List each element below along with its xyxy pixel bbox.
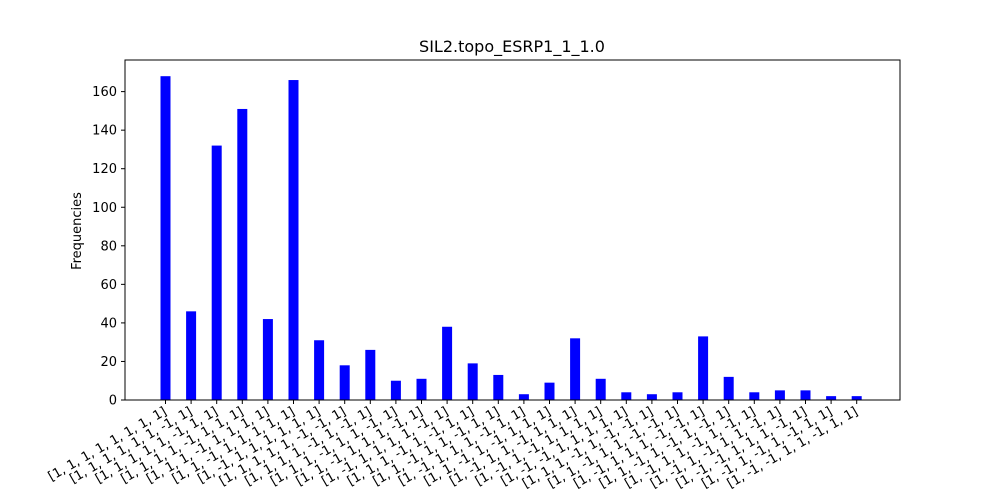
bar	[698, 336, 709, 400]
plot-frame	[124, 59, 901, 401]
bar	[390, 380, 401, 400]
y-tick-label: 80	[100, 239, 117, 254]
bar	[186, 311, 197, 400]
y-tick-label: 0	[109, 394, 117, 409]
bar	[211, 145, 222, 400]
bar	[774, 390, 785, 400]
bar	[288, 80, 299, 400]
y-tick-label: 120	[92, 162, 117, 177]
y-tick-label: 20	[100, 355, 117, 370]
y-tick-label: 100	[92, 201, 117, 216]
y-tick-label: 60	[100, 278, 117, 293]
bar	[339, 365, 350, 400]
bar	[442, 326, 453, 400]
bar	[672, 392, 683, 400]
y-tick-label: 140	[92, 124, 117, 139]
bar	[237, 108, 248, 401]
bar	[416, 378, 427, 400]
bar	[467, 363, 478, 400]
y-tick-label: 40	[100, 316, 117, 331]
y-tick-label: 160	[92, 85, 117, 100]
x-ticks-group: [1, 1, 1, 1, 1, 1, 1, 1][1, 1, 1, 1, 1, …	[46, 400, 861, 492]
bar	[826, 396, 837, 400]
y-ticks-group: 0 20 40 60 80 100 120 140 160	[92, 85, 125, 409]
bar	[595, 378, 606, 400]
bar	[749, 392, 760, 400]
bar	[800, 390, 811, 400]
y-axis-label: Frequencies	[70, 192, 85, 270]
bar	[314, 340, 325, 400]
bar	[851, 396, 862, 400]
chart-title: SIL2.topo_ESRP1_1_1.0	[419, 37, 605, 57]
bar	[160, 76, 171, 400]
bars-group	[160, 76, 862, 401]
bar	[646, 394, 657, 400]
bar	[723, 376, 734, 400]
bar	[621, 392, 632, 400]
bar	[262, 319, 273, 400]
bar	[544, 382, 555, 400]
bar	[493, 374, 504, 400]
bar	[365, 349, 376, 400]
bar	[518, 394, 529, 400]
bar	[570, 338, 581, 400]
